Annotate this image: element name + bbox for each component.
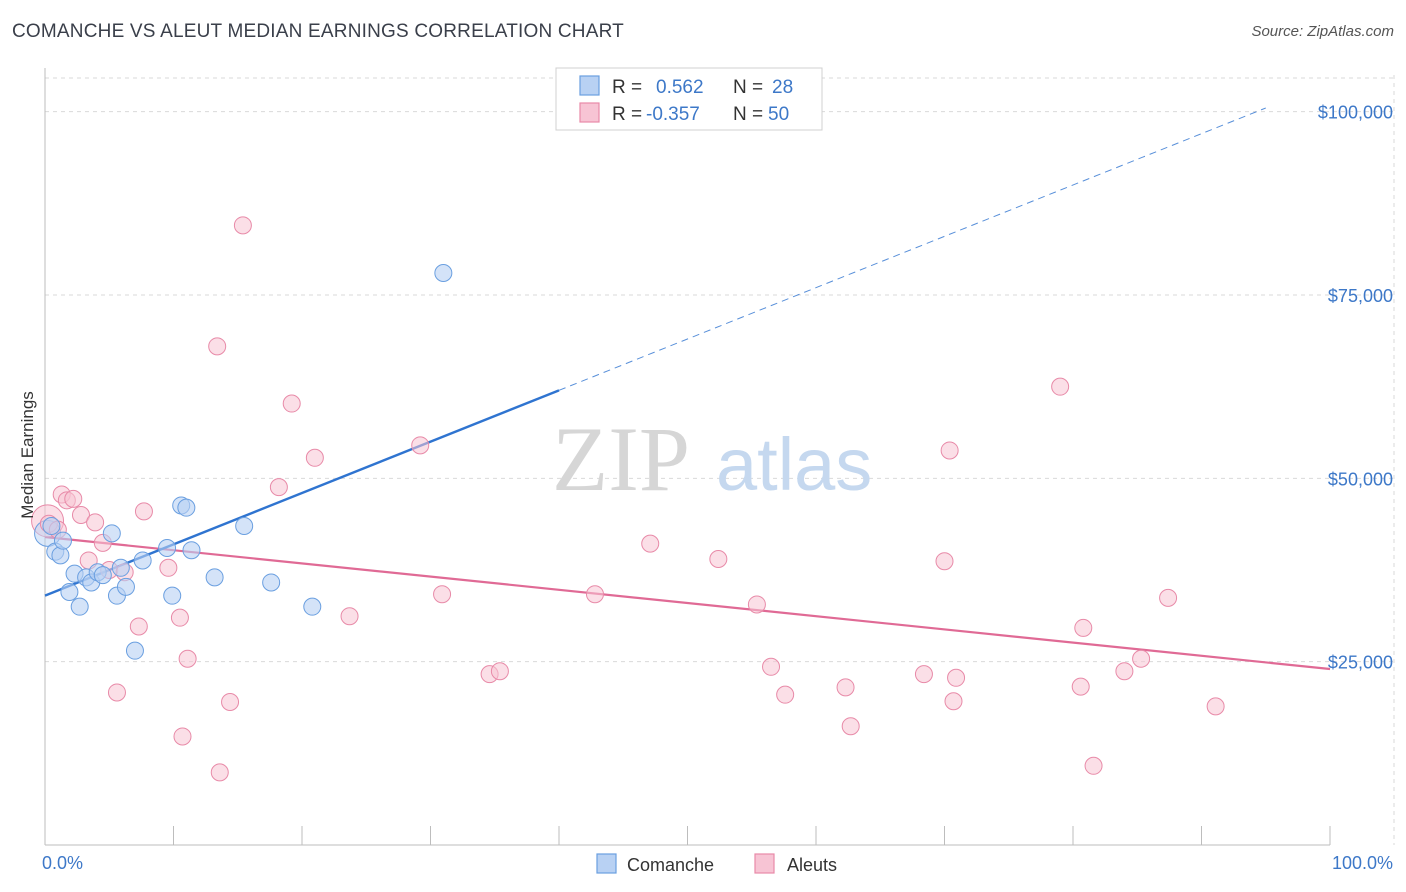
- point-comanche-17: [158, 539, 177, 557]
- point-comanche-4: [60, 583, 79, 601]
- point-aleuts-36: [836, 678, 855, 697]
- point-aleuts-35: [776, 685, 795, 704]
- point-aleuts-17: [178, 649, 197, 668]
- bottom-legend-swatch-comanche: [596, 853, 617, 874]
- source-label: Source: ZipAtlas.com: [1251, 23, 1394, 40]
- y-tick-label-3: $100,000: [1318, 103, 1393, 123]
- legend-n-value-aleuts: 50: [768, 104, 789, 125]
- point-comanche-10: [93, 566, 112, 585]
- point-aleuts-29: [490, 662, 509, 681]
- point-aleuts-38: [914, 665, 933, 684]
- legend-r-label-aleuts: R =: [612, 104, 642, 125]
- point-comanche-26: [434, 264, 453, 282]
- point-aleuts-19: [210, 763, 229, 782]
- point-comanche-2: [51, 546, 70, 565]
- chart-title: COMANCHE VS ALEUT MEDIAN EARNINGS CORREL…: [12, 21, 624, 42]
- point-aleuts-23: [282, 394, 301, 413]
- trend-lines: [44, 107, 1331, 671]
- legend-r-value-aleuts: -0.357: [646, 104, 700, 125]
- x-tick-label-1: 100.0%: [1332, 853, 1393, 873]
- point-aleuts-26: [411, 436, 430, 455]
- point-aleuts-40: [944, 692, 963, 711]
- point-aleuts-21: [233, 216, 252, 235]
- trend-line-comanche: [44, 389, 560, 597]
- legend-r-label-comanche: R =: [612, 77, 642, 98]
- point-comanche-20: [177, 498, 196, 517]
- point-aleuts-50: [1206, 697, 1225, 716]
- series-legend: Comanche Aleuts: [596, 853, 837, 875]
- point-aleuts-42: [935, 552, 954, 571]
- point-aleuts-33: [747, 595, 766, 614]
- legend-n-label-comanche: N =: [733, 77, 763, 98]
- point-comanche-6: [70, 597, 89, 616]
- point-aleuts-37: [841, 717, 860, 736]
- y-tick-label-1: $50,000: [1328, 469, 1393, 489]
- point-aleuts-7: [86, 513, 105, 532]
- legend-swatch-comanche: [579, 75, 600, 96]
- point-comanche-23: [235, 517, 254, 535]
- watermark-atlas: atlas: [716, 423, 872, 506]
- point-comanche-0: [42, 517, 61, 535]
- point-aleuts-44: [1071, 677, 1090, 696]
- x-tick-label-0: 0.0%: [42, 853, 83, 873]
- point-aleuts-20: [221, 693, 240, 711]
- y-tick-label-0: $25,000: [1328, 653, 1393, 673]
- point-aleuts-5: [71, 506, 90, 524]
- point-aleuts-45: [1074, 618, 1093, 637]
- point-aleuts-18: [208, 337, 227, 356]
- point-aleuts-31: [641, 534, 660, 553]
- data-points: [31, 216, 1225, 782]
- point-comanche-25: [303, 597, 322, 616]
- bottom-legend-aleuts: Aleuts: [787, 855, 837, 875]
- point-aleuts-49: [1159, 588, 1178, 607]
- point-comanche-18: [163, 586, 182, 605]
- point-comanche-22: [205, 568, 224, 587]
- point-aleuts-22: [269, 478, 288, 497]
- point-aleuts-32: [709, 550, 728, 568]
- point-comanche-15: [125, 641, 144, 660]
- point-aleuts-15: [170, 608, 189, 627]
- point-comanche-13: [111, 558, 130, 577]
- point-aleuts-12: [129, 617, 148, 636]
- point-aleuts-34: [762, 657, 781, 676]
- legend-r-value-comanche: 0.562: [656, 77, 704, 98]
- y-tick-label-2: $75,000: [1328, 286, 1393, 306]
- point-comanche-16: [133, 551, 152, 570]
- correlation-legend: R = 0.562 N = 28 R = -0.357 N = 50: [555, 67, 823, 131]
- y-tick-labels: $25,000 $50,000 $75,000 $100,000: [1318, 103, 1393, 673]
- point-comanche-11: [102, 524, 121, 543]
- point-comanche-24: [262, 573, 281, 592]
- point-aleuts-14: [159, 558, 178, 577]
- legend-n-value-comanche: 28: [772, 77, 793, 98]
- point-aleuts-4: [64, 489, 83, 508]
- watermark-zip: ZIP: [552, 408, 690, 510]
- y-axis-title: Median Earnings: [18, 391, 37, 519]
- legend-swatch-aleuts: [579, 102, 600, 123]
- point-aleuts-27: [433, 585, 452, 604]
- axes: [44, 68, 1331, 846]
- point-aleuts-43: [1051, 377, 1070, 396]
- point-aleuts-41: [947, 668, 966, 687]
- x-tick-labels: 0.0% 100.0%: [42, 853, 1393, 873]
- point-aleuts-48: [1132, 649, 1151, 668]
- point-comanche-14: [116, 577, 135, 596]
- point-aleuts-47: [1115, 662, 1134, 681]
- point-aleuts-25: [340, 607, 359, 626]
- legend-n-label-aleuts: N =: [733, 104, 763, 125]
- point-aleuts-24: [305, 448, 324, 467]
- point-aleuts-13: [134, 502, 153, 521]
- watermark: ZIP atlas: [552, 408, 872, 510]
- point-aleuts-16: [173, 727, 192, 746]
- point-aleuts-30: [585, 585, 604, 604]
- trend-line-comanche-extended: [558, 107, 1266, 391]
- point-aleuts-10: [107, 683, 126, 702]
- point-comanche-21: [182, 541, 201, 560]
- point-aleuts-39: [940, 441, 959, 460]
- point-aleuts-46: [1084, 756, 1103, 775]
- bottom-legend-swatch-aleuts: [754, 853, 775, 874]
- trend-line-aleuts: [44, 535, 1331, 671]
- bottom-legend-comanche: Comanche: [627, 855, 714, 875]
- point-comanche-3: [53, 531, 72, 550]
